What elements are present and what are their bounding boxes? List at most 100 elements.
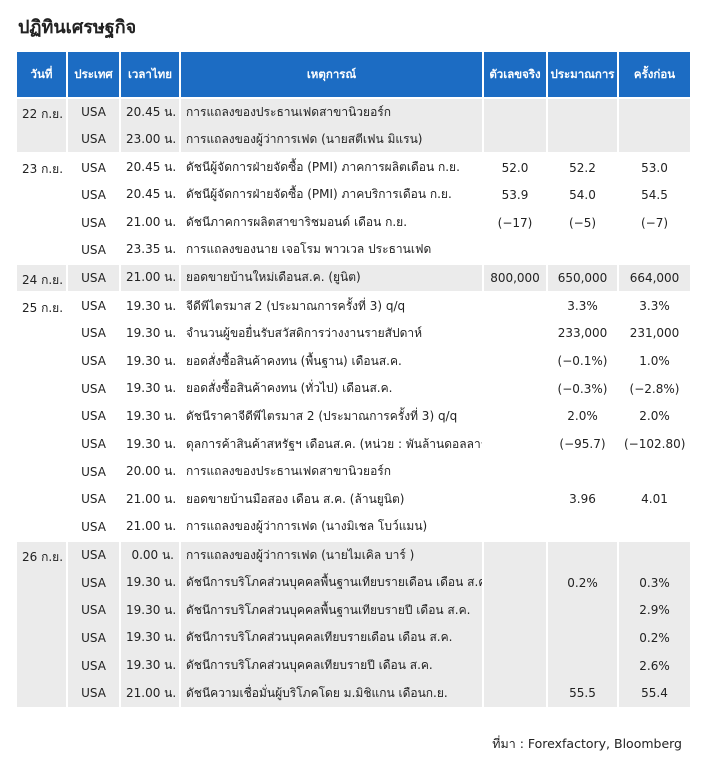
table-row: USA 19.30 น. ดัชนีราคาจีดีพีไตรมาส 2 (ประม… <box>17 402 690 431</box>
time-cell: 0.00 น. <box>120 540 181 569</box>
table-row: USA 19.30 น. ยอดสั่งซื้อสินค้าคงทน (พื้นฐา… <box>17 347 690 375</box>
table-row: USA 19.30 น. ดุลการค้าสินค้าสหรัฐฯ เดือนส.… <box>17 430 690 458</box>
table-row: USA 19.30 น. ยอดสั่งซื้อสินค้าคงทน (ทั่วไป… <box>17 374 690 403</box>
previous-cell: 0.2% <box>618 624 690 652</box>
table-row: USA 19.30 น. ดัชนีการบริโภคส่วนบุคคลพื้นฐา… <box>17 596 690 625</box>
time-cell: 19.30 น. <box>120 430 181 458</box>
country-cell: USA <box>67 624 121 652</box>
previous-cell: (−102.80) <box>624 437 686 452</box>
table-row: USA 21.00 น. ดัชนีภาคการผลิตสาขาริชมอนด์ เ… <box>17 208 690 237</box>
date-cell: 23 ก.ย. <box>17 152 68 265</box>
country-cell: USA <box>67 485 121 514</box>
date-cell: 25 ก.ย. <box>17 290 68 541</box>
header-row: วันที่ ประเทศ เวลาไทย เหตุการณ์ ตัวเลขจริง ปร… <box>17 52 690 98</box>
source-note: ที่มา : Forexfactory, Bloomberg <box>492 736 682 751</box>
actual-cell <box>483 374 548 403</box>
time-cell: 19.30 น. <box>120 568 181 597</box>
country-cell: USA <box>67 152 121 182</box>
time-cell: 19.30 น. <box>120 290 181 320</box>
forecast-cell: (−95.7) <box>547 430 619 458</box>
actual-cell <box>483 485 548 514</box>
event-cell: ดัชนีการบริโภคส่วนบุคคลเทียบรายเดือน เดื… <box>180 624 484 652</box>
previous-cell: 55.4 <box>618 679 690 708</box>
time-cell: 20.45 น. <box>120 97 181 126</box>
country-cell: USA <box>67 651 121 680</box>
actual-cell <box>483 513 548 541</box>
country-cell: USA <box>67 596 121 625</box>
time-cell: 19.30 น. <box>120 651 181 680</box>
event-cell: ดัชนีราคาจีดีพีไตรมาส 2 (ประมาณการครั้งท… <box>180 402 484 431</box>
previous-cell: 1.0% <box>639 354 670 369</box>
event-cell: จีดีพีไตรมาส 2 (ประมาณการครั้งที่ 3) q/q <box>180 290 484 320</box>
time-cell: 19.30 น. <box>120 374 181 403</box>
forecast-cell <box>547 125 619 154</box>
actual-cell <box>483 236 548 265</box>
country-cell: USA <box>67 290 121 320</box>
time-cell: 19.30 น. <box>120 347 181 375</box>
header-cell: ครั้งก่อน <box>618 52 690 98</box>
previous-cell <box>618 540 690 569</box>
forecast-cell <box>547 513 619 541</box>
header-cell: วันที่ <box>17 52 68 98</box>
date-cell: 24 ก.ย. <box>17 263 68 292</box>
event-cell: ดัชนีความเชื่อมั่นผู้บริโภคโดย ม.มิชิแกน… <box>180 679 484 708</box>
time-cell: 23.35 น. <box>120 236 181 265</box>
table-row: USA 20.00 น. การแถลงของประธานเฟดสาขานิวยอร… <box>17 457 690 486</box>
time-cell: 19.30 น. <box>120 624 181 652</box>
table-row: USA 19.30 น. ดัชนีการบริโภคส่วนบุคคลเทียบร… <box>17 651 690 680</box>
table-row: USA 21.00 น. การแถลงของผู้ว่าการเฟด (นางมิ… <box>17 513 690 541</box>
event-cell: ดัชนีภาคการผลิตสาขาริชมอนด์ เดือน ก.ย. <box>180 208 484 237</box>
previous-cell <box>618 236 690 264</box>
forecast-cell: 650,000 <box>547 263 619 292</box>
date-cell: 26 ก.ย. <box>17 539 68 708</box>
previous-cell: 2.6% <box>618 651 690 680</box>
forecast-cell: (−0.3%) <box>547 374 619 403</box>
actual-cell <box>483 651 548 680</box>
actual-cell <box>483 540 548 569</box>
table-row: USA 21.00 น. ดัชนีความเชื่อมั่นผู้บริโภคโด… <box>17 679 690 708</box>
actual-cell <box>483 457 548 486</box>
header-cell: ประมาณการ <box>547 52 619 98</box>
country-cell: USA <box>67 679 121 708</box>
actual-cell: (−17) <box>483 208 548 237</box>
time-cell: 21.00 น. <box>120 513 181 541</box>
event-cell: การแถลงของผู้ว่าการเฟด (นายสตีเฟน มิแรน) <box>180 125 484 154</box>
time-cell: 19.30 น. <box>120 402 181 431</box>
event-cell: การแถลงของผู้ว่าการเฟด (นางมิเชล โบว์แมน… <box>180 513 484 541</box>
table-row: USA 19.30 น. ดัชนีการบริโภคส่วนบุคคลเทียบร… <box>17 624 690 652</box>
country-cell: USA <box>67 513 121 541</box>
actual-cell <box>483 430 548 458</box>
event-cell: ดัชนีการบริโภคส่วนบุคคลพื้นฐานเทียบรายปี… <box>180 596 484 625</box>
event-cell: ยอดสั่งซื้อสินค้าคงทน (ทั่วไป) เดือนส.ค. <box>180 374 484 403</box>
country-cell: USA <box>67 347 121 375</box>
actual-cell <box>483 290 548 320</box>
actual-cell <box>483 568 548 597</box>
forecast-cell: (−0.1%) <box>547 347 619 375</box>
table-row: 22 ก.ย. USA 20.45 น. การแถลงของประธานเฟดสาข… <box>17 96 690 154</box>
previous-cell: 4.01 <box>641 492 668 507</box>
time-cell: 21.00 น. <box>120 485 181 514</box>
time-cell: 21.00 น. <box>120 263 181 292</box>
previous-cell: (−2.8%) <box>629 381 680 396</box>
previous-cell: 3.3% <box>618 290 690 320</box>
time-cell: 19.30 น. <box>120 319 181 348</box>
calendar-table: วันที่ ประเทศ เวลาไทย เหตุการณ์ ตัวเลขจริง ปร… <box>17 52 690 708</box>
previous-cell: 54.5 <box>641 187 668 202</box>
country-cell: USA <box>67 208 121 237</box>
previous-cell <box>618 97 690 126</box>
event-cell: ดัชนีการบริโภคส่วนบุคคลเทียบรายปี เดือน … <box>180 651 484 680</box>
table-row: 26 ก.ย. USA 0.00 น. การแถลงของผู้ว่าการเฟด … <box>17 539 690 708</box>
event-cell: ยอดสั่งซื้อสินค้าคงทน (พื้นฐาน) เดือนส.ค… <box>180 347 484 375</box>
previous-cell <box>618 458 690 486</box>
table-row: USA 19.30 น. ดัชนีการบริโภคส่วนบุคคลพื้นฐา… <box>17 568 690 597</box>
previous-cell <box>618 513 690 541</box>
event-cell: ดัชนีผู้จัดการฝ่ายจัดซื้อ (PMI) ภาคบริกา… <box>180 181 484 209</box>
country-cell: USA <box>67 236 121 265</box>
forecast-cell: (−5) <box>547 208 619 237</box>
table-row: USA 23.35 น. การแถลงของนาย เจอโรม พาวเวล ป… <box>17 236 690 265</box>
time-cell: 19.30 น. <box>120 596 181 625</box>
event-cell: การแถลงของประธานเฟดสาขานิวยอร์ก <box>180 97 484 126</box>
previous-cell: 664,000 <box>618 263 690 292</box>
forecast-cell: 233,000 <box>547 319 619 348</box>
event-cell: ดัชนีการบริโภคส่วนบุคคลพื้นฐานเทียบรายเด… <box>180 568 484 597</box>
